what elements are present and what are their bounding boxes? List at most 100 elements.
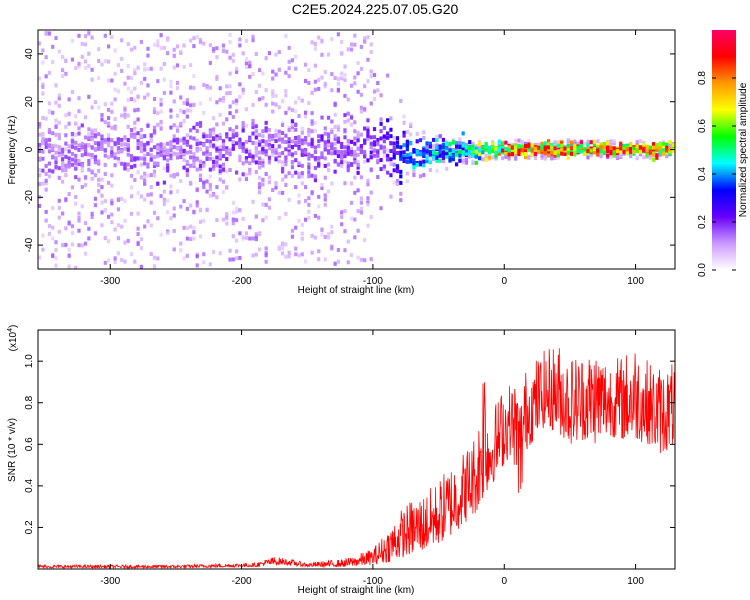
- spectrogram-cell: [202, 218, 206, 223]
- spectrogram-cell: [366, 178, 370, 183]
- spectrogram-cell: [238, 158, 242, 163]
- spectrogram-cell: [235, 109, 239, 114]
- spectrogram-cell: [287, 66, 291, 71]
- spectrogram-cell: [139, 149, 143, 154]
- spectrogram-cell: [619, 143, 623, 148]
- spectrogram-cell: [300, 181, 304, 186]
- spectrogram-cell: [267, 180, 272, 185]
- spectrogram-cell: [38, 203, 42, 208]
- spectrogram-cell: [83, 135, 88, 140]
- spectrogram-cell: [346, 142, 350, 147]
- spectrogram-cell: [93, 147, 98, 152]
- spectrogram-cell: [238, 43, 242, 48]
- spectrogram-cell: [162, 45, 166, 50]
- spectrogram-cell: [77, 177, 81, 182]
- spectrogram-cell: [64, 125, 68, 130]
- spectrogram-cell: [313, 128, 318, 133]
- spectrogram-cell: [47, 137, 52, 142]
- spectrogram-cell: [257, 68, 262, 73]
- spectrogram-cell: [64, 197, 68, 202]
- spectrogram-cell: [658, 151, 662, 156]
- spectrogram-cell: [333, 158, 337, 163]
- spectrogram-cell: [54, 164, 58, 169]
- spectrogram-cell: [257, 185, 262, 190]
- spectrogram-x-ticks: -300 -200 -100 0 100: [100, 30, 644, 287]
- spectrogram-cell: [156, 145, 160, 150]
- spectrogram-cell: [231, 234, 235, 239]
- spectrogram-cell: [241, 172, 245, 177]
- spectrogram-cell: [139, 246, 143, 251]
- spectrogram-cell: [330, 244, 334, 249]
- spectrogram-cell: [300, 171, 304, 176]
- spectrogram-cell: [126, 162, 130, 167]
- spectrogram-cell: [103, 208, 107, 213]
- spectrogram-cell: [77, 126, 81, 131]
- spectrogram-cell: [622, 143, 626, 148]
- spectrogram-cell: [510, 145, 515, 150]
- spectrogram-cell: [294, 225, 298, 230]
- spectrogram-cell: [235, 238, 239, 243]
- spectrogram-cell: [287, 197, 291, 202]
- spectrogram-cell: [405, 159, 409, 164]
- spectrogram-cell: [629, 154, 633, 159]
- spectrogram-cell: [113, 260, 117, 265]
- spectrogram-cell: [175, 152, 180, 157]
- spectrogram-cell: [215, 218, 219, 223]
- spectrogram-cell: [192, 74, 196, 79]
- spectrogram-cell: [267, 138, 272, 143]
- spectrogram-cell: [169, 184, 173, 189]
- spectrogram-cell: [632, 149, 636, 154]
- spectrogram-cell: [366, 202, 370, 207]
- spectrogram-cell: [235, 66, 239, 71]
- spectrogram-cell: [445, 150, 449, 155]
- spectrogram-cell: [297, 113, 301, 118]
- spectrogram-cell: [251, 253, 255, 258]
- spectrogram-cell: [64, 141, 68, 146]
- spectrogram-cell: [386, 135, 390, 140]
- spectrogram-cell: [307, 156, 311, 161]
- spectrogram-cell: [441, 155, 446, 160]
- spectrogram-cell: [294, 135, 298, 140]
- spectrogram-cell: [257, 132, 262, 137]
- spectrogram-cell: [546, 149, 551, 154]
- spectrogram-cell: [445, 154, 449, 159]
- spectrogram-cell: [271, 152, 275, 157]
- spectrogram-cell: [103, 33, 107, 38]
- spectrogram-cell: [317, 204, 321, 209]
- spectrogram-cell: [152, 161, 157, 166]
- y-tick-label: 0.8: [24, 395, 35, 409]
- spectrogram-cell: [195, 142, 199, 147]
- spectrogram-cell: [143, 161, 147, 166]
- spectrogram-cell: [356, 146, 360, 151]
- spectrogram-cell: [494, 147, 498, 152]
- spectrogram-cell: [599, 148, 603, 153]
- spectrogram-cell: [294, 66, 298, 71]
- spectrogram-cell: [83, 59, 88, 64]
- spectrogram-cell: [169, 148, 173, 153]
- spectrogram-cell: [297, 218, 301, 223]
- spectrogram-cell: [484, 153, 488, 158]
- spectrogram-cell: [90, 211, 94, 216]
- spectrogram-cell: [228, 127, 232, 132]
- spectrogram-cell: [356, 228, 360, 233]
- spectrogram-cell: [461, 150, 465, 155]
- spectrogram-cell: [136, 240, 140, 245]
- spectrogram-cell: [313, 87, 318, 92]
- spectrogram-cell: [83, 152, 88, 157]
- spectrogram-cell: [458, 141, 462, 146]
- spectrogram-cell: [372, 89, 377, 94]
- spectrogram-cell: [189, 103, 193, 108]
- spectrogram-cell: [38, 132, 42, 137]
- spectrogram-cell: [333, 169, 337, 174]
- spectrogram-cell: [369, 145, 373, 150]
- spectrogram-cell: [464, 157, 469, 162]
- spectrogram-cell: [44, 178, 48, 183]
- spectrogram-cell: [152, 107, 157, 112]
- spectrogram-cell: [74, 145, 78, 150]
- spectrogram-cell: [389, 134, 393, 139]
- spectrogram-cell: [455, 162, 459, 167]
- spectrogram-cell: [166, 148, 170, 153]
- spectrogram-cell: [307, 81, 311, 86]
- spectrogram-cell: [418, 174, 423, 179]
- spectrogram-cell: [333, 75, 337, 80]
